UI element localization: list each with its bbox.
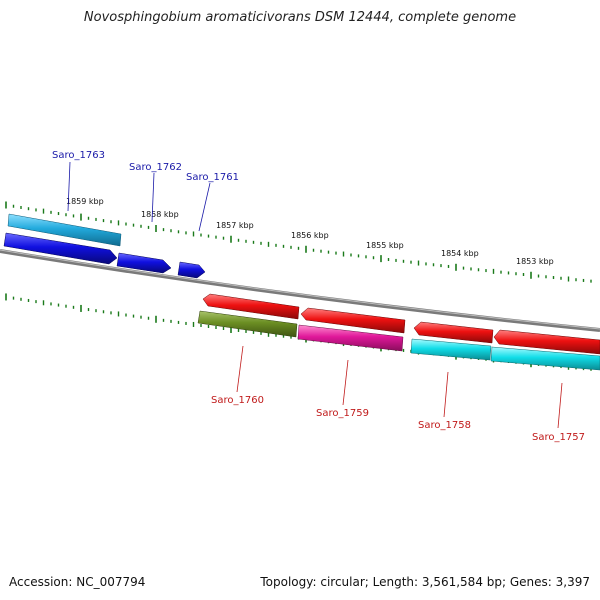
leader-line (151, 172, 155, 223)
gene-saro-1761[interactable] (177, 261, 206, 279)
leader-line (557, 382, 563, 429)
gene-label-saro-1758[interactable]: Saro_1758 (418, 420, 471, 431)
leader-line (236, 345, 244, 393)
gene-red-3[interactable] (413, 321, 494, 344)
gene-saro-1759[interactable] (297, 324, 404, 352)
gene-saro-1758[interactable] (410, 338, 492, 361)
kbp-label: 1859 kbp (66, 197, 104, 206)
leader-line (342, 359, 349, 406)
kbp-label: 1857 kbp (216, 221, 254, 230)
gene-label-saro-1757[interactable]: Saro_1757 (532, 432, 585, 443)
kbp-label: 1856 kbp (291, 231, 329, 240)
gene-label-saro-1760[interactable]: Saro_1760 (211, 395, 264, 406)
upper-tick-track (5, 201, 592, 283)
gene-saro-1762[interactable] (116, 252, 172, 274)
gene-label-saro-1763[interactable]: Saro_1763 (52, 150, 105, 161)
gene-label-saro-1762[interactable]: Saro_1762 (129, 162, 182, 173)
kbp-label: 1853 kbp (516, 257, 554, 266)
gene-label-saro-1759[interactable]: Saro_1759 (316, 408, 369, 419)
genome-backbone (0, 249, 600, 332)
gene-sky-upper[interactable] (7, 213, 122, 247)
kbp-label: 1854 kbp (441, 249, 479, 258)
genome-summary-text: Topology: circular; Length: 3,561,584 bp… (260, 575, 590, 589)
kbp-label: 1858 kbp (141, 210, 179, 219)
gene-saro-1757[interactable] (490, 346, 600, 371)
leader-line (443, 371, 449, 418)
kbp-label: 1855 kbp (366, 241, 404, 250)
gene-saro-1760[interactable] (197, 310, 298, 338)
gene-label-saro-1761[interactable]: Saro_1761 (186, 172, 239, 183)
gene-red-1[interactable] (202, 293, 300, 320)
accession-text: Accession: NC_007794 (9, 575, 146, 589)
gene-red-4[interactable] (493, 329, 600, 355)
gene-saro-1763[interactable] (3, 232, 118, 265)
gene-red-2[interactable] (300, 307, 406, 334)
leader-line (67, 161, 71, 212)
leader-line (198, 182, 211, 232)
genome-title: Novosphingobium aromaticivorans DSM 1244… (83, 10, 517, 25)
